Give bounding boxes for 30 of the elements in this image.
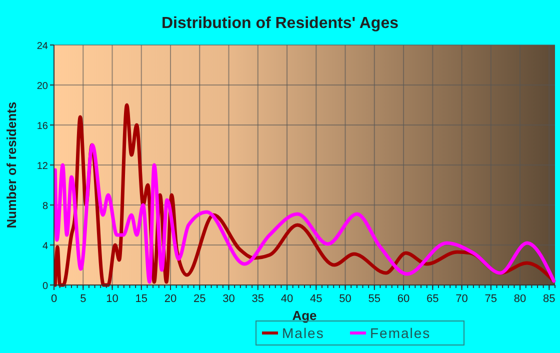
x-tick-label: 40 [280, 293, 294, 305]
x-tick-label: 10 [106, 293, 118, 305]
x-tick-label: 65 [426, 293, 439, 305]
y-tick-label: 12 [36, 161, 48, 172]
x-tick-label: 85 [543, 293, 556, 305]
legend-label: Females [370, 325, 431, 341]
y-axis-title: Number of residents [4, 102, 19, 228]
x-tick-label: 50 [339, 293, 352, 305]
x-tick-label: 60 [397, 293, 410, 305]
x-tick-label: 35 [252, 293, 264, 305]
chart-title: Distribution of Residents' Ages [161, 15, 399, 32]
y-tick-label: 4 [42, 241, 48, 252]
x-tick-label: 45 [310, 293, 322, 305]
x-tick-label: 70 [456, 293, 468, 305]
x-tick-label: 5 [80, 293, 86, 305]
x-tick-label: 25 [194, 293, 206, 305]
legend-label: Males [282, 325, 324, 341]
x-axis-title: Age [292, 308, 317, 323]
x-tick-label: 55 [368, 293, 381, 305]
y-tick-label: 8 [42, 201, 48, 212]
x-tick-label: 80 [514, 293, 526, 305]
x-tick-label: 30 [222, 293, 235, 305]
x-tick-label: 0 [50, 293, 58, 305]
y-tick-label: 0 [42, 281, 48, 292]
y-tick-label: 20 [36, 81, 48, 92]
y-tick-label: 16 [36, 121, 48, 132]
y-tick-label: 24 [36, 41, 48, 52]
x-tick-label: 75 [484, 293, 498, 305]
x-tick-label: 20 [164, 293, 177, 305]
x-tick-label: 15 [135, 293, 148, 305]
